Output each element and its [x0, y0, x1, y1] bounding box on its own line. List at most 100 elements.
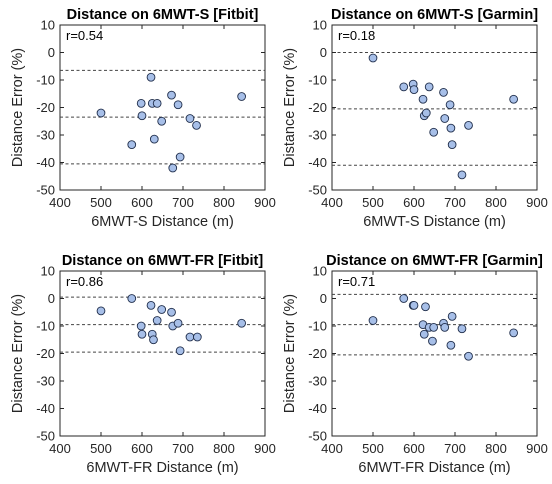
data-point: [440, 323, 450, 332]
chart-title: Distance on 6MWT-S [Garmin]: [331, 7, 538, 23]
data-point: [137, 329, 147, 339]
x-axis-label: 6MWT-S Distance (m): [363, 214, 506, 230]
y-tick-label: -20: [308, 100, 327, 115]
x-tick-label: 800: [485, 195, 507, 210]
x-tick-label: 600: [403, 441, 425, 456]
data-point: [440, 114, 450, 123]
y-tick-label: -40: [308, 155, 327, 170]
y-tick-label: -30: [36, 374, 55, 389]
data-point: [137, 111, 147, 121]
y-tick-label: -20: [36, 100, 55, 115]
y-tick-label: 0: [320, 45, 327, 60]
correlation-label: r=0.54: [66, 28, 103, 43]
data-point: [96, 108, 106, 118]
data-point: [446, 123, 456, 133]
data-point: [439, 88, 448, 97]
x-tick-label: 800: [213, 441, 235, 456]
data-point: [409, 301, 419, 310]
y-tick-label: -30: [36, 128, 55, 143]
data-point: [146, 301, 156, 310]
x-tick-label: 400: [321, 441, 343, 456]
chart-title: Distance on 6MWT-S [Fitbit]: [67, 7, 259, 23]
y-tick-label: -10: [36, 73, 55, 88]
data-point: [175, 346, 185, 356]
correlation-label: r=0.18: [338, 28, 375, 43]
y-tick-label: -20: [308, 346, 327, 361]
data-point: [152, 99, 162, 108]
x-tick-label: 900: [526, 195, 548, 210]
data-point: [428, 336, 437, 346]
data-point: [173, 100, 183, 110]
data-point: [192, 121, 201, 130]
data-point: [509, 94, 518, 104]
data-point: [368, 53, 378, 63]
y-tick-label: 0: [48, 291, 55, 306]
data-point: [457, 170, 467, 180]
data-point: [149, 134, 159, 144]
correlation-label: r=0.71: [338, 274, 375, 289]
x-tick-label: 700: [444, 195, 466, 210]
plot-area: [59, 24, 266, 191]
data-point: [168, 163, 178, 173]
data-point: [193, 332, 202, 342]
plot-area: [331, 270, 538, 437]
plot-area: [59, 270, 266, 437]
data-point: [185, 114, 195, 123]
data-point: [419, 329, 429, 339]
y-tick-label: 10: [313, 264, 327, 279]
y-tick-label: -50: [308, 183, 327, 198]
data-point: [464, 121, 473, 130]
data-point: [421, 108, 431, 118]
x-tick-label: 800: [213, 195, 235, 210]
y-tick-label: 10: [41, 264, 55, 279]
x-tick-label: 500: [362, 195, 384, 210]
x-tick-label: 700: [172, 195, 194, 210]
chart-panel: 400 500 600 700 800 900 -50 -40 -30 -20 -10 0 10 r=0.…: [10, 253, 276, 476]
y-tick-label: -10: [308, 319, 327, 334]
y-tick-label: -30: [308, 128, 327, 143]
data-point: [237, 318, 246, 328]
data-point: [136, 99, 146, 108]
data-point: [399, 294, 409, 303]
data-point: [446, 340, 456, 350]
chart-panel: 400 500 600 700 800 900 -50 -40 -30 -20 -10 0 10 r=0.…: [282, 7, 548, 230]
y-axis-label: Distance Error (%): [10, 48, 26, 167]
y-tick-label: -40: [36, 401, 55, 416]
x-tick-label: 400: [321, 195, 343, 210]
chart-panel: 400 500 600 700 800 900 -50 -40 -30 -20 -10 0 10 r=0.…: [282, 253, 548, 476]
data-point: [399, 82, 409, 92]
x-tick-label: 500: [90, 441, 112, 456]
x-tick-label: 600: [131, 441, 153, 456]
x-axis-label: 6MWT-FR Distance (m): [358, 460, 510, 476]
y-tick-label: 10: [41, 18, 55, 33]
data-point: [509, 328, 518, 338]
data-point: [185, 332, 195, 342]
y-tick-label: 0: [320, 291, 327, 306]
data-point: [127, 140, 137, 149]
data-point: [167, 307, 176, 317]
x-tick-label: 400: [49, 195, 71, 210]
x-tick-label: 800: [485, 441, 507, 456]
x-tick-label: 700: [172, 441, 194, 456]
data-point: [157, 116, 167, 126]
y-tick-label: -40: [36, 155, 55, 170]
y-tick-label: -10: [36, 319, 55, 334]
chart-panel: 400 500 600 700 800 900 -50 -40 -30 -20 -10 0 10 r=0.…: [10, 7, 276, 230]
x-tick-label: 900: [526, 441, 548, 456]
data-point: [96, 306, 106, 316]
data-point: [418, 94, 428, 104]
plot-area: [331, 24, 538, 191]
data-point: [421, 302, 430, 312]
data-point: [447, 140, 457, 149]
y-tick-label: 10: [313, 18, 327, 33]
data-point: [457, 324, 467, 334]
data-point: [447, 312, 457, 321]
data-point: [424, 82, 434, 92]
data-point: [157, 305, 167, 314]
y-axis-label: Distance Error (%): [282, 294, 298, 413]
y-tick-label: -40: [308, 401, 327, 416]
y-tick-label: -50: [308, 429, 327, 444]
y-axis-label: Distance Error (%): [282, 48, 298, 167]
x-tick-label: 900: [254, 195, 276, 210]
x-tick-label: 700: [444, 441, 466, 456]
